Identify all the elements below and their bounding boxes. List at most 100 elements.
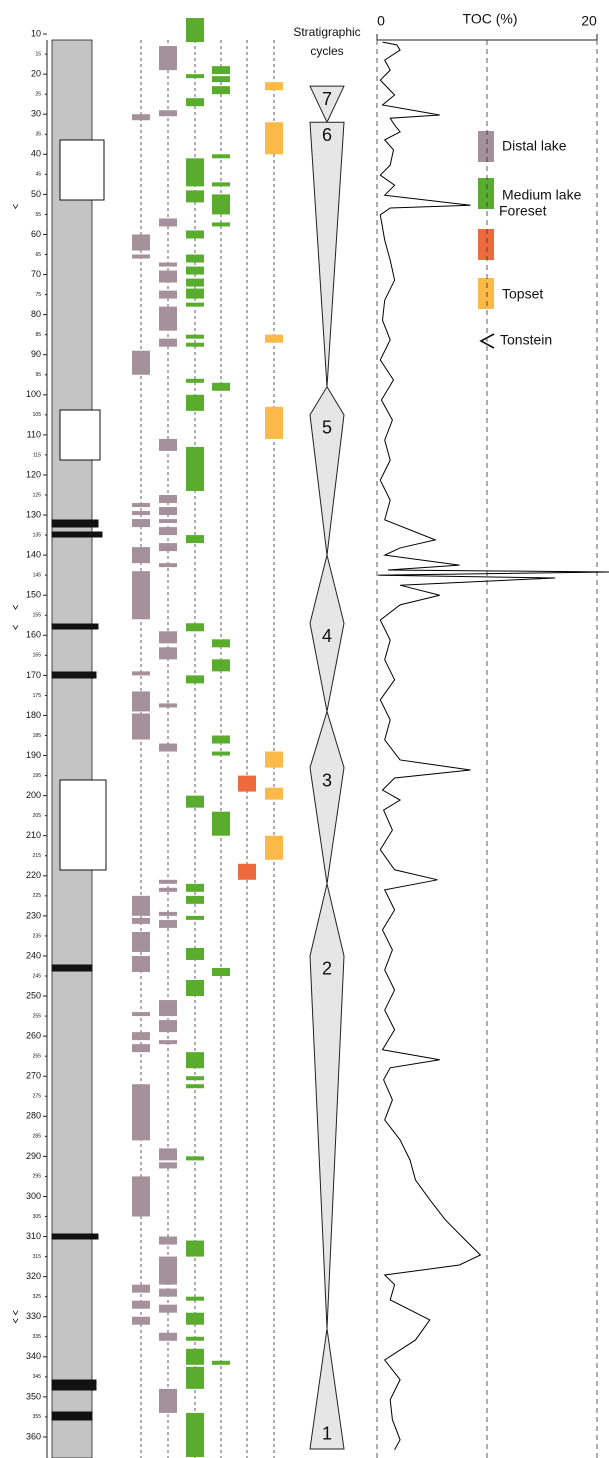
y-tick-label: 290 <box>26 1151 41 1161</box>
legend-swatch <box>478 178 494 209</box>
facies-interval <box>132 1176 150 1217</box>
cycle-label: 2 <box>322 959 332 979</box>
facies-interval <box>132 1032 150 1041</box>
facies-interval <box>159 262 177 267</box>
x-tick-label: 0 <box>377 13 385 29</box>
lithology-texture <box>51 139 107 1421</box>
facies-interval <box>186 394 204 411</box>
y-tick-label: 280 <box>26 1111 41 1121</box>
facies-interval <box>159 218 177 227</box>
facies-interval <box>132 955 150 972</box>
y-tick-label: 110 <box>27 429 41 439</box>
facies-interval <box>212 382 230 391</box>
legend-label: Topset <box>502 286 543 302</box>
cycle-shape <box>309 385 345 556</box>
facies-interval <box>132 691 150 712</box>
facies-interval <box>159 1148 177 1161</box>
facies-interval <box>159 1020 177 1033</box>
y-minor-tick-label: 105 <box>33 412 42 418</box>
y-minor-tick-label: 135 <box>33 532 42 538</box>
y-minor-tick-label: 235 <box>33 933 42 939</box>
facies-interval <box>159 438 177 451</box>
facies-interval <box>132 895 150 916</box>
tonstein-marker <box>12 625 19 631</box>
facies-interval <box>132 1300 150 1309</box>
facies-interval <box>159 647 177 660</box>
cycles-title: Stratigraphic <box>293 25 360 39</box>
facies-interval <box>186 1052 204 1069</box>
facies-interval <box>132 713 150 740</box>
facies-interval <box>159 887 177 892</box>
facies-interval <box>159 110 177 117</box>
y-minor-tick-label: 195 <box>33 773 42 779</box>
y-minor-tick-label: 85 <box>35 332 41 338</box>
facies-interval <box>212 751 230 756</box>
facies-interval <box>132 114 150 121</box>
facies-interval <box>186 74 204 79</box>
lithology-column <box>51 39 93 1458</box>
y-tick-label: 130 <box>26 509 41 519</box>
facies-interval <box>159 703 177 708</box>
facies-interval <box>186 947 204 960</box>
facies-interval <box>132 547 150 564</box>
y-tick-label: 360 <box>26 1431 41 1441</box>
facies-interval <box>159 1236 177 1245</box>
y-tick-label: 80 <box>31 309 41 319</box>
cycle-label: 4 <box>322 626 332 646</box>
facies-interval <box>132 254 150 259</box>
facies-interval <box>186 1076 204 1081</box>
facies-interval <box>212 811 230 836</box>
facies-interval <box>186 1084 204 1089</box>
cycle-shape <box>309 121 345 387</box>
facies-interval <box>238 863 256 880</box>
facies-interval <box>159 911 177 916</box>
legend-label: Distal lake <box>502 138 567 154</box>
facies-interval <box>186 1296 204 1301</box>
facies-interval <box>159 919 177 928</box>
y-tick-label: 30 <box>31 109 41 119</box>
y-tick-label: 340 <box>26 1351 41 1361</box>
facies-interval <box>132 1284 150 1293</box>
facies-interval <box>159 563 177 568</box>
facies-interval <box>159 519 177 524</box>
y-tick-label: 220 <box>26 870 41 880</box>
y-minor-tick-label: 125 <box>33 492 42 498</box>
y-tick-label: 330 <box>26 1311 41 1321</box>
facies-interval <box>212 86 230 95</box>
facies-interval <box>186 158 204 187</box>
y-minor-tick-label: 315 <box>33 1254 42 1260</box>
y-tick-label: 210 <box>26 830 41 840</box>
chart-title: TOC (%) <box>463 11 518 27</box>
facies-interval <box>159 46 177 71</box>
facies-interval <box>186 1240 204 1257</box>
y-minor-tick-label: 145 <box>33 573 42 579</box>
facies-interval <box>212 194 230 215</box>
facies-interval <box>159 338 177 347</box>
y-tick-label: 260 <box>26 1031 41 1041</box>
facies-interval <box>186 230 204 239</box>
facies-interval <box>186 288 204 299</box>
facies-interval <box>132 511 150 516</box>
facies-interval <box>265 334 283 343</box>
facies-interval <box>186 1156 204 1161</box>
y-minor-tick-label: 265 <box>33 1053 42 1059</box>
facies-interval <box>186 623 204 632</box>
facies-interval <box>186 535 204 544</box>
facies-interval <box>186 915 204 920</box>
facies-interval <box>159 879 177 884</box>
facies-interval <box>132 350 150 375</box>
y-minor-tick-label: 35 <box>35 132 41 138</box>
facies-interval <box>186 895 204 904</box>
facies-interval <box>132 1084 150 1141</box>
facies-interval <box>238 775 256 792</box>
facies-interval <box>265 751 283 768</box>
cycle-shape <box>309 1328 345 1450</box>
y-tick-label: 180 <box>26 710 41 720</box>
y-tick-label: 200 <box>26 790 41 800</box>
facies-interval <box>159 631 177 644</box>
y-minor-tick-label: 295 <box>33 1174 42 1180</box>
cycles-title: cycles <box>310 44 343 58</box>
y-minor-tick-label: 15 <box>35 51 41 57</box>
y-minor-tick-label: 175 <box>33 693 42 699</box>
